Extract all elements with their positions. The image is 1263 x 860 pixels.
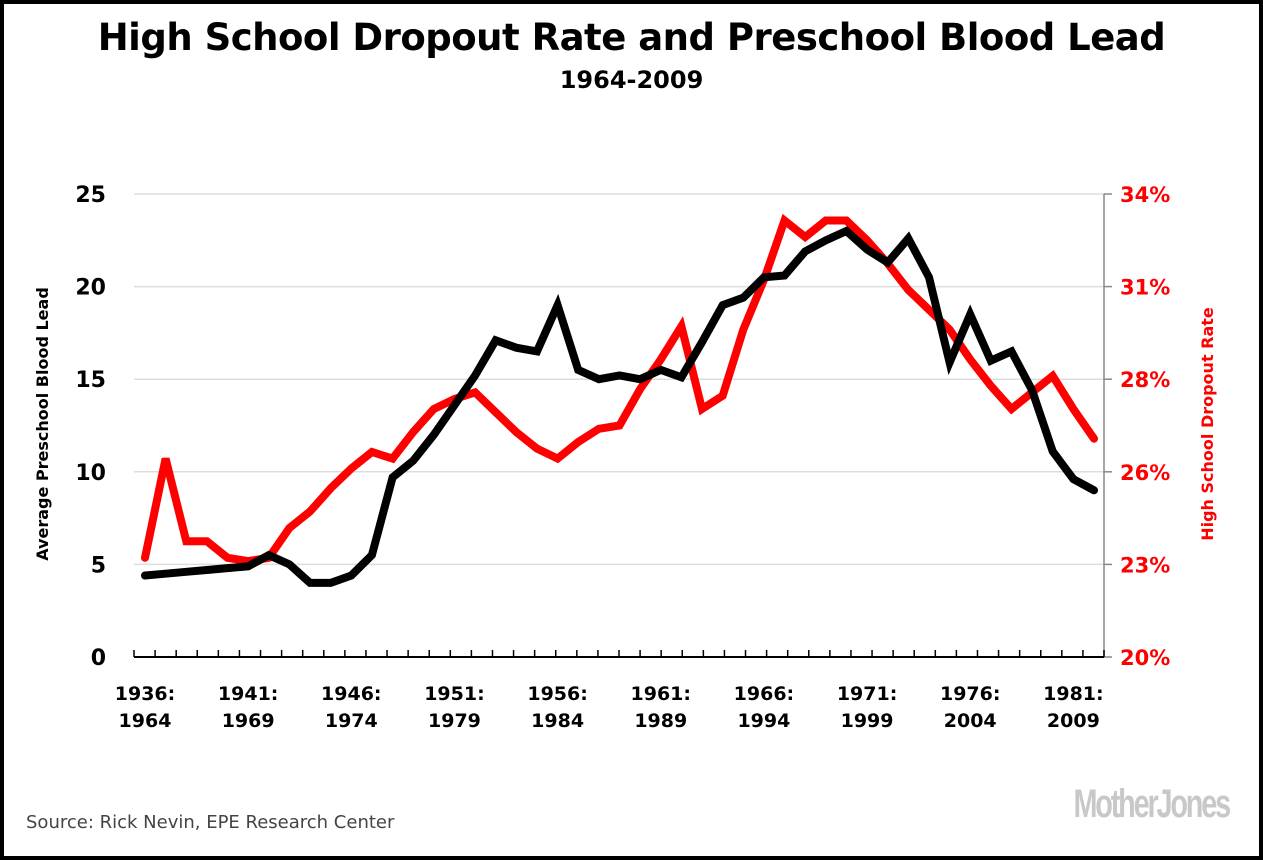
axes [133,193,1112,658]
x-tick-label-dropout-year: 1989 [634,710,687,732]
x-axis-ticks: 1936: 1964 1941: 1969 1946: 1974 1951: 1979 1956… [115,683,1104,732]
x-tick-label-dropout-year: 1999 [841,710,894,732]
x-tick-label-lead-year: 1946: [321,683,381,705]
right-tick-label: 31% [1120,276,1170,300]
left-tick-label: 10 [75,461,106,486]
dropout-rate-line [141,213,1098,566]
blood-lead-line [141,226,1098,587]
left-axis-ticks: 0 5 10 15 20 25 [75,183,106,671]
x-tick-label-dropout-year: 2004 [944,710,997,732]
right-axis-label: High School Dropout Rate [1198,307,1217,541]
x-tick-label-lead-year: 1951: [424,683,484,705]
right-axis-ticks: 20% 23% 26% 28% 31% 34% [1120,183,1170,670]
right-tick-label: 23% [1120,553,1170,577]
left-tick-label: 15 [75,368,106,393]
x-tick-label-lead-year: 1976: [940,683,1000,705]
x-tick-label-lead-year: 1966: [734,683,794,705]
x-tick-label-lead-year: 1981: [1043,683,1103,705]
left-tick-label: 5 [91,553,106,578]
x-tick-label-dropout-year: 1984 [531,710,584,732]
x-tick-label-lead-year: 1956: [527,683,587,705]
source-note: Source: Rick Nevin, EPE Research Center [26,812,395,833]
x-tick-label-lead-year: 1961: [631,683,691,705]
right-tick-label: 28% [1120,368,1170,392]
x-tick-label-dropout-year: 2009 [1047,710,1100,732]
left-tick-label: 20 [75,276,106,301]
x-tick-label-dropout-year: 1969 [222,710,275,732]
left-tick-label: 25 [75,183,106,208]
x-tick-label-lead-year: 1941: [218,683,278,705]
x-tick-label-lead-year: 1971: [837,683,897,705]
x-tick-label-dropout-year: 1994 [737,710,790,732]
left-tick-label: 0 [91,646,106,671]
right-tick-label: 34% [1120,183,1170,207]
left-axis-label: Average Preschool Blood Lead [33,287,52,561]
chart-frame: High School Dropout Rate and Preschool B… [4,4,1259,856]
x-tick-label-dropout-year: 1979 [428,710,481,732]
chart-title: High School Dropout Rate and Preschool B… [97,16,1166,59]
right-tick-label: 20% [1120,646,1170,670]
right-tick-label: 26% [1120,461,1170,485]
x-tick-label-lead-year: 1936: [115,683,175,705]
series-lines [141,213,1098,587]
x-tick-label-dropout-year: 1964 [119,710,172,732]
brand-logo: MotherJones [1073,782,1232,826]
chart-subtitle: 1964-2009 [559,66,704,94]
x-tick-label-dropout-year: 1974 [325,710,378,732]
